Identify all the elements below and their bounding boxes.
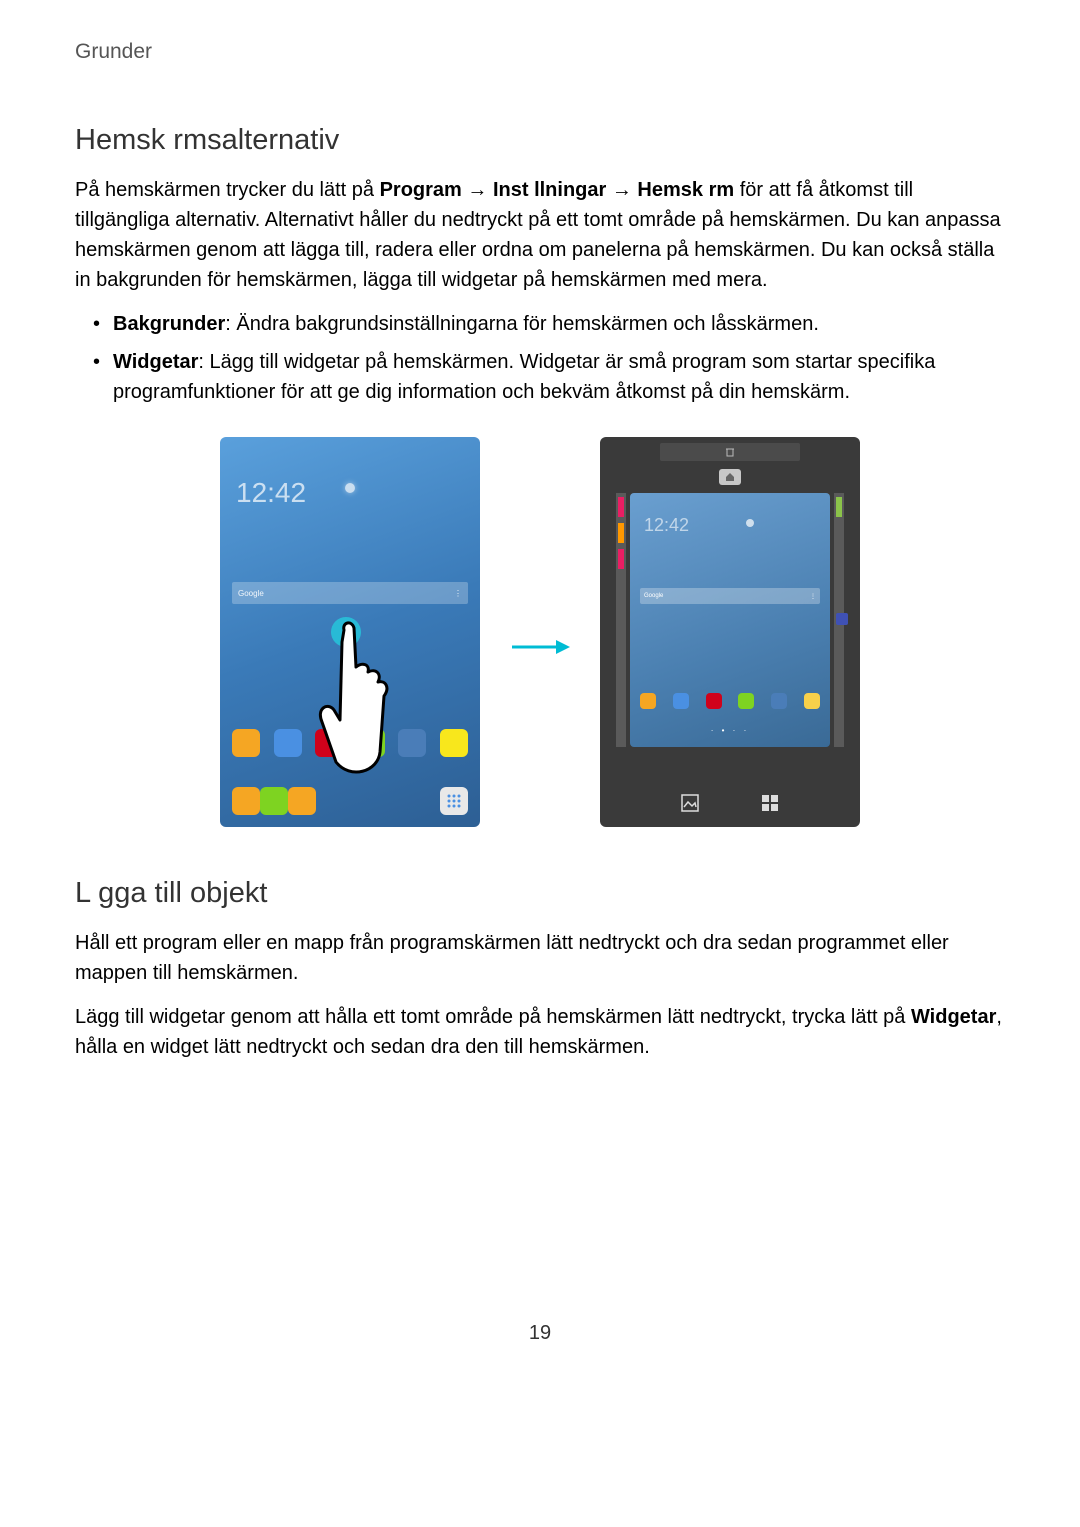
app-icon [232, 729, 260, 757]
apps-icon [440, 787, 468, 815]
p1c: → [462, 179, 493, 201]
p1d: Inst llningar [493, 179, 612, 201]
widgets-icon [760, 793, 780, 813]
app-icon [738, 693, 754, 709]
clock-text: 12:42 [236, 477, 306, 509]
widgets-button [760, 793, 780, 813]
search-right-icon: ⋮ [454, 589, 462, 598]
app-icon [804, 693, 820, 709]
p1b: Program [380, 179, 462, 201]
section2-para2: Lägg till widgetar genom att hålla ett t… [75, 1002, 1005, 1062]
edit-bottom-row [600, 793, 860, 813]
app-icon [260, 787, 288, 815]
panel-clock: 12:42 [644, 515, 689, 536]
app-icon [706, 693, 722, 709]
page-header: Grunder [75, 40, 1005, 64]
bullet-bakgrunder: Bakgrunder: Ändra bakgrundsinställningar… [99, 309, 1005, 339]
app-icon [673, 693, 689, 709]
section2-para1: Håll ett program eller en mapp från prog… [75, 928, 1005, 988]
panel-weather-icon [746, 519, 754, 527]
bullet-widgetar: Widgetar: Lägg till widgetar på hemskärm… [99, 347, 1005, 407]
bullet2-text: : Lägg till widgetar på hemskärmen. Widg… [113, 351, 935, 403]
app-icon [640, 693, 656, 709]
side-tag [618, 497, 624, 517]
search-bar: Google ⋮ [232, 582, 468, 604]
section1-paragraph: På hemskärmen trycker du lätt på Program… [75, 175, 1005, 295]
widget-badge [836, 613, 848, 625]
p1f: Hemsk rm [637, 179, 734, 201]
trash-bar [660, 443, 800, 461]
side-strip-right [834, 493, 844, 747]
tablet-editscreen: 12:42 Google⋮ · • · · [600, 437, 860, 827]
bullet1-label: Bakgrunder [113, 313, 225, 335]
figure-row: 12:42 Google ⋮ 12:42 Go [75, 437, 1005, 827]
section-title-2: L gga till objekt [75, 877, 1005, 910]
app-icon [771, 693, 787, 709]
app-icon [288, 787, 316, 815]
wallpaper-button [680, 793, 700, 813]
search-left-label: Google [238, 589, 264, 598]
bottom-row [232, 787, 468, 815]
weather-icon [345, 483, 355, 493]
panel-dock [640, 693, 820, 709]
trash-icon [725, 447, 735, 457]
home-icon [725, 472, 735, 482]
home-pill [719, 469, 741, 485]
section-title-1: Hemsk rmsalternativ [75, 124, 1005, 157]
p1e: → [612, 179, 638, 201]
app-icon [274, 729, 302, 757]
app-icon [232, 787, 260, 815]
panel-search: Google⋮ [640, 588, 820, 604]
wallpaper-icon [680, 793, 700, 813]
s2p2a: Lägg till widgetar genom att hålla ett t… [75, 1006, 911, 1028]
page-number: 19 [75, 1322, 1005, 1345]
app-icon [440, 729, 468, 757]
p1a: På hemskärmen trycker du lätt på [75, 179, 380, 201]
page-dots: · • · · [630, 726, 830, 735]
bullet2-label: Widgetar [113, 351, 198, 373]
side-tag [618, 549, 624, 569]
s2p2b: Widgetar [911, 1006, 996, 1028]
tablet-homescreen: 12:42 Google ⋮ [220, 437, 480, 827]
home-panel: 12:42 Google⋮ · • · · [630, 493, 830, 747]
arrow-icon [510, 637, 570, 657]
side-tag [836, 497, 842, 517]
section1-bullets: Bakgrunder: Ändra bakgrundsinställningar… [75, 309, 1005, 407]
side-tag [618, 523, 624, 543]
hand-icon [302, 612, 422, 782]
bullet1-text: : Ändra bakgrundsinställningarna för hem… [225, 313, 819, 335]
side-strip-left [616, 493, 626, 747]
